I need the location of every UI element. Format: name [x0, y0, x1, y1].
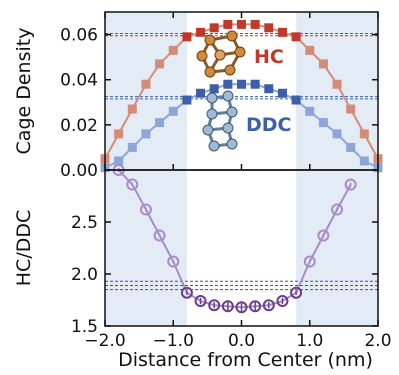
top-series-1-point-13 — [277, 88, 287, 98]
top-series-1-point-17 — [332, 129, 342, 139]
xtick-1: −1.0 — [153, 331, 194, 351]
top-series-0-point-14 — [291, 32, 301, 42]
bottom-point-14 — [303, 255, 316, 268]
hc-series-label: HC — [254, 46, 284, 68]
bottom-point-8 — [221, 300, 234, 313]
top-series-0-point-12 — [264, 23, 274, 33]
top-series-0-point-18 — [346, 104, 356, 114]
top-series-1-point-5 — [168, 106, 178, 116]
top-series-0-point-3 — [141, 79, 151, 89]
bottom-ytick-2: 2.5 — [71, 213, 98, 233]
bottom-point-7 — [208, 299, 221, 312]
top-series-1-point-1 — [114, 156, 124, 166]
ddc-series-label: DDC — [246, 114, 292, 136]
xtick-4: 2.0 — [364, 331, 391, 351]
top-shaded-region-0 — [105, 12, 187, 170]
top-series-1-point-14 — [291, 95, 301, 105]
top-series-0-point-19 — [359, 129, 369, 139]
top-series-1-point-10 — [237, 79, 246, 89]
top-series-0-point-4 — [155, 59, 165, 69]
top-series-1-point-9 — [223, 79, 233, 89]
top-series-1-point-18 — [346, 142, 356, 152]
bottom-ytick-0: 1.5 — [71, 317, 98, 337]
top-shaded-region-1 — [296, 12, 378, 170]
top-series-1-point-19 — [359, 156, 369, 166]
top-series-0-point-16 — [318, 59, 328, 69]
bottom-point-11 — [262, 299, 275, 312]
top-series-1-point-3 — [141, 129, 151, 139]
top-series-0-point-8 — [209, 23, 219, 33]
top-series-1-point-4 — [155, 118, 165, 128]
top-series-1-point-2 — [127, 142, 137, 152]
top-series-0-point-5 — [168, 45, 178, 55]
bottom-point-13 — [290, 286, 303, 299]
top-series-1-point-11 — [250, 79, 260, 89]
bottom-point-3 — [153, 229, 166, 242]
top-series-1-point-12 — [264, 84, 274, 94]
bottom-shaded-region-0 — [105, 170, 187, 326]
bottom-point-9 — [235, 301, 248, 314]
bottom-point-10 — [249, 300, 262, 313]
bottom-point-2 — [139, 203, 152, 216]
top-series-1-point-15 — [305, 106, 315, 116]
bottom-point-12 — [276, 295, 289, 308]
bottom-point-1 — [126, 178, 139, 191]
bottom-ylabel: HC/DDC — [13, 210, 35, 286]
top-series-0-point-11 — [250, 19, 260, 29]
top-series-1-point-7 — [196, 88, 206, 98]
top-ytick-1: 0.02 — [60, 116, 98, 136]
bottom-ytick-1: 2.0 — [71, 265, 98, 285]
top-series-0-point-15 — [305, 45, 315, 55]
top-series-1-point-16 — [318, 118, 328, 128]
top-series-0-point-2 — [127, 104, 137, 114]
top-ytick-3: 0.06 — [60, 26, 98, 46]
bottom-point-16 — [331, 203, 344, 216]
xtick-0: −2.0 — [84, 331, 125, 351]
xtick-3: 1.0 — [296, 331, 323, 351]
top-series-1-point-8 — [209, 84, 219, 94]
top-series-0-point-10 — [237, 19, 246, 29]
bottom-point-15 — [317, 229, 330, 242]
bottom-point-4 — [167, 255, 180, 268]
top-series-1-point-6 — [182, 95, 192, 105]
top-ytick-2: 0.04 — [60, 71, 98, 91]
top-series-0-point-7 — [196, 27, 206, 37]
top-series-0-point-6 — [182, 32, 192, 42]
hc-cage-illustration — [196, 30, 246, 78]
ddc-cage-illustration — [202, 90, 238, 152]
top-ylabel: Cage Density — [13, 28, 35, 155]
top-ytick-0: 0.00 — [60, 161, 98, 181]
top-series-0-point-13 — [277, 27, 287, 37]
xlabel: Distance from Center (nm) — [118, 349, 373, 371]
bottom-point-17 — [344, 178, 357, 191]
top-series-0-point-17 — [332, 79, 342, 89]
top-series-0-point-9 — [223, 19, 233, 29]
bottom-shaded-region-1 — [296, 170, 378, 326]
top-series-0-point-1 — [114, 129, 124, 139]
bottom-point-6 — [194, 295, 207, 308]
xtick-2: 0.0 — [228, 331, 255, 351]
bottom-point-5 — [180, 286, 193, 299]
